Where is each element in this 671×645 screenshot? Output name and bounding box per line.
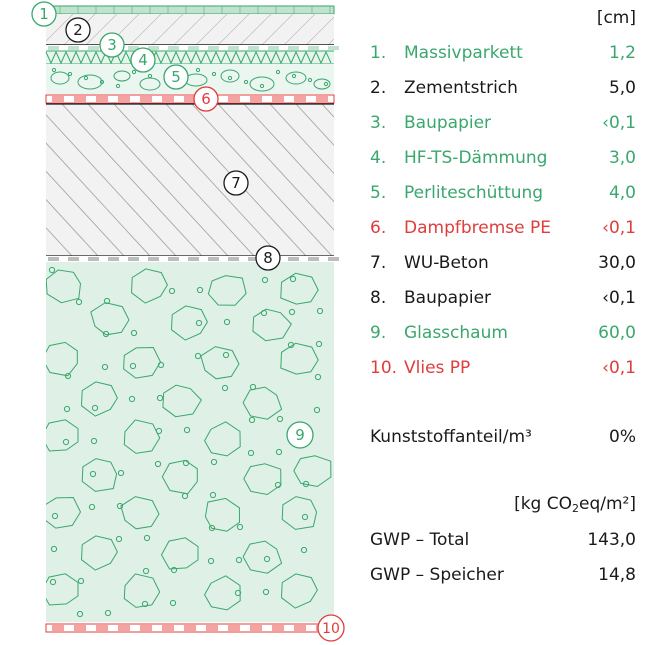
gwp-total-value: 143,0 [587, 530, 636, 550]
legend-value: 30,0 [598, 253, 636, 273]
legend-number: 5. [370, 183, 387, 203]
gwp-unit-subscript: 2 [572, 502, 579, 515]
gwp-unit-suffix: eq/m²] [579, 494, 636, 514]
marker-7: 7 [223, 170, 249, 196]
marker-9: 9 [286, 421, 314, 449]
legend-value: ‹0,1 [602, 358, 636, 378]
marker-5: 5 [163, 64, 189, 90]
floor-section-drawing: 1 2 3 4 5 6 7 8 9 10 [31, 1, 345, 642]
legend-name: Vlies PP [404, 358, 471, 378]
legend-number: 9. [370, 323, 387, 343]
legend-number: 6. [370, 218, 387, 238]
legend-value: 1,2 [608, 43, 636, 63]
legend-row-2: 2. Zementstrich 5,0 [370, 76, 636, 100]
svg-text:8: 8 [263, 249, 273, 267]
svg-text:10: 10 [322, 621, 340, 637]
legend-value: ‹0,1 [602, 113, 636, 133]
gwp-total-row: GWP – Total 143,0 [370, 528, 636, 552]
legend-name: Perliteschüttung [404, 183, 544, 203]
thickness-unit: [cm] [596, 8, 636, 28]
legend-number: 10. [370, 358, 398, 378]
legend-name: Glasschaum [404, 323, 508, 343]
gwp-storage-row: GWP – Speicher 14,8 [370, 563, 636, 587]
legend-name: HF-TS-Dämmung [404, 148, 548, 168]
legend-value: ‹0,1 [602, 288, 636, 308]
svg-text:7: 7 [231, 174, 241, 192]
gwp-storage-value: 14,8 [598, 565, 636, 585]
layer-zementstrich [46, 14, 334, 45]
svg-text:1: 1 [39, 5, 49, 23]
legend-row-10: 10. Vlies PP ‹0,1 [370, 356, 636, 380]
legend-row-5: 5. Perliteschüttung 4,0 [370, 181, 636, 205]
marker-6: 6 [193, 86, 219, 112]
gwp-unit-prefix: [kg CO [514, 494, 572, 514]
gwp-unit: [kg CO2eq/m²] [514, 492, 636, 516]
marker-4: 4 [130, 47, 156, 73]
legend-number: 4. [370, 148, 387, 168]
legend-row-8: 8. Baupapier ‹0,1 [370, 286, 636, 310]
legend-value: 60,0 [598, 323, 636, 343]
legend-row-9: 9. Glasschaum 60,0 [370, 321, 636, 345]
layer-massivparkett [45, 5, 335, 15]
legend-value: ‹0,1 [602, 218, 636, 238]
plastic-share-value: 0% [609, 427, 636, 447]
legend-name: WU-Beton [404, 253, 489, 273]
legend-number: 7. [370, 253, 387, 273]
legend-name: Massivparkett [404, 43, 523, 63]
legend-row-7: 7. WU-Beton 30,0 [370, 251, 636, 275]
legend-name: Baupapier [404, 288, 492, 308]
legend-value: 5,0 [608, 78, 636, 98]
layer-wu-beton [46, 104, 334, 256]
svg-text:4: 4 [138, 51, 148, 69]
legend-name: Dampfbremse PE [404, 218, 551, 238]
plastic-share-row: Kunststoffanteil/m³ 0% [370, 425, 636, 449]
legend-name: Zementstrich [404, 78, 518, 98]
svg-text:9: 9 [295, 426, 305, 444]
legend-number: 2. [370, 78, 387, 98]
gwp-storage-label: GWP – Speicher [370, 565, 504, 585]
layer-perliteschuettung [46, 64, 334, 94]
marker-2: 2 [65, 17, 91, 43]
legend-row-3: 3. Baupapier ‹0,1 [370, 111, 636, 135]
legend-row-1: 1. Massivparkett 1,2 [370, 41, 636, 65]
legend-number: 3. [370, 113, 387, 133]
svg-text:5: 5 [171, 68, 181, 86]
legend-number: 1. [370, 43, 387, 63]
svg-text:3: 3 [107, 36, 117, 54]
marker-1: 1 [31, 1, 57, 27]
marker-10: 10 [317, 614, 345, 642]
marker-3: 3 [99, 32, 125, 58]
legend-value: 4,0 [608, 183, 636, 203]
svg-text:6: 6 [201, 90, 211, 108]
legend-value: 3,0 [608, 148, 636, 168]
legend-number: 8. [370, 288, 387, 308]
legend-row-6: 6. Dampfbremse PE ‹0,1 [370, 216, 636, 240]
legend-row-4: 4. HF-TS-Dämmung 3,0 [370, 146, 636, 170]
svg-text:2: 2 [73, 21, 83, 39]
gwp-total-label: GWP – Total [370, 530, 470, 550]
marker-8: 8 [255, 245, 281, 271]
plastic-share-label: Kunststoffanteil/m³ [370, 427, 532, 447]
legend-name: Baupapier [404, 113, 492, 133]
